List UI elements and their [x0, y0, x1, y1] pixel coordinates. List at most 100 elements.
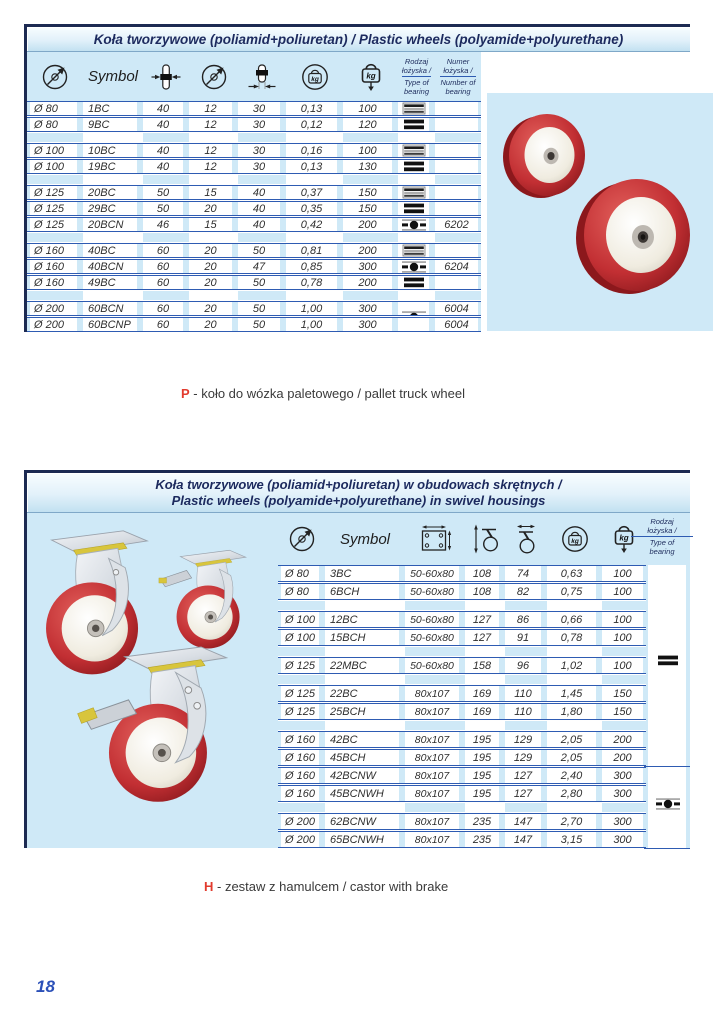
section1-title-bar: Koła tworzywowe (poliamid+poliuretan) / … [27, 27, 690, 52]
spacer-cell [547, 675, 602, 684]
load-cell: 200 [602, 732, 646, 747]
table-row: Ø 200 62BCNW 80x107 235 147 2,70 300 [278, 813, 646, 830]
spacer-cell [189, 175, 238, 184]
hub-length-icon [247, 63, 277, 90]
spacer-cell [602, 721, 646, 730]
offset-cell: 74 [505, 566, 547, 581]
spacer-cell [505, 803, 547, 812]
bearing-number-cell [435, 186, 481, 199]
table-row: Ø 160 49BC 60 20 50 0,78 200 [27, 275, 481, 290]
spacer-row [27, 133, 481, 142]
spacer-cell [465, 675, 505, 684]
bearing-number-cell [435, 276, 481, 289]
load-cell: 150 [602, 686, 646, 701]
spacer-cell [343, 133, 398, 142]
spacer-cell [278, 721, 325, 730]
weight-cell: 0,85 [286, 260, 343, 273]
plate-size-cell: 80x107 [405, 786, 465, 801]
spacer-cell [143, 291, 189, 300]
spacer-cell [278, 675, 325, 684]
section2-title-line2: Plastic wheels (polyamide+polyurethane) … [171, 492, 546, 508]
total-height-cell: 158 [465, 658, 505, 673]
bearing-type-cell [398, 102, 435, 115]
hub-cell: 40 [238, 202, 286, 215]
diameter-cell: Ø 160 [278, 786, 325, 801]
diameter-cell: Ø 80 [27, 102, 83, 115]
bore-cell: 15 [189, 186, 238, 199]
table-row: Ø 125 22BC 80x107 169 110 1,45 150 [278, 685, 646, 702]
plate-size-cell: 80x107 [405, 814, 465, 829]
weight-cell: 2,70 [547, 814, 602, 829]
spacer-cell [435, 175, 481, 184]
bore-cell: 20 [189, 260, 238, 273]
symbol-cell: 40BCN [83, 260, 143, 273]
symbol-cell: 45BCNWH [325, 786, 405, 801]
weight-cell: 0,81 [286, 244, 343, 257]
spacer-row [278, 803, 646, 812]
diameter-cell: Ø 160 [278, 750, 325, 765]
bearing-number-cell [435, 118, 481, 131]
bore-cell: 15 [189, 218, 238, 231]
spacer-cell [325, 721, 405, 730]
bore-cell: 12 [189, 144, 238, 157]
spacer-cell [27, 291, 83, 300]
spacer-cell [238, 175, 286, 184]
rail-divider-line [644, 766, 690, 767]
bearing-type-cell [398, 276, 435, 289]
symbol-cell: 22BC [325, 686, 405, 701]
spacer-cell [325, 675, 405, 684]
spacer-cell [83, 291, 143, 300]
diameter-cell: Ø 80 [278, 584, 325, 599]
spacer-cell [398, 133, 435, 142]
table-row: Ø 200 60BCNP 60 20 50 1,00 300 6004 [27, 317, 481, 332]
section2-title-line1: Koła tworzywowe (poliamid+poliuretan) w … [155, 476, 562, 492]
diameter-cell: Ø 100 [27, 160, 83, 173]
spacer-cell [602, 803, 646, 812]
symbol-cell: 25BCH [325, 704, 405, 719]
bearing-number-cell [435, 144, 481, 157]
total-height-cell: 235 [465, 814, 505, 829]
spacer-cell [189, 291, 238, 300]
page-number: 18 [36, 977, 55, 996]
spacer-cell [286, 291, 343, 300]
symbol-column-header: Symbol [87, 68, 139, 85]
weight-cell: 1,00 [286, 302, 343, 315]
weight-cell: 1,02 [547, 658, 602, 673]
spacer-cell [405, 803, 465, 812]
weight-cell: 2,05 [547, 732, 602, 747]
bearing-type-column-header: Rodzaj łożyska / Type of bearing [631, 517, 693, 556]
weight-cell: 0,78 [547, 630, 602, 645]
spacer-cell [505, 675, 547, 684]
total-height-cell: 127 [465, 630, 505, 645]
spacer-cell [189, 233, 238, 242]
roller-bearing-icon [402, 186, 425, 199]
symbol-cell: 10BC [83, 144, 143, 157]
symbol-cell: 29BC [83, 202, 143, 215]
offset-cell: 110 [505, 704, 547, 719]
diameter-cell: Ø 100 [27, 144, 83, 157]
plate-size-cell: 80x107 [405, 750, 465, 765]
bearing-type-cell [398, 260, 435, 273]
brake-note: H - zestaw z hamulcem / castor with brak… [204, 879, 448, 894]
weight-kg-icon [561, 526, 588, 552]
load-cell: 100 [602, 630, 646, 645]
wheel-diameter-icon [42, 64, 68, 89]
symbol-cell: 42BCNW [325, 768, 405, 783]
plate-size-cell: 50-60x80 [405, 630, 465, 645]
symbol-cell: 42BC [325, 732, 405, 747]
diameter-cell: Ø 160 [27, 260, 83, 273]
spacer-cell [398, 291, 435, 300]
bearing-type-cell [398, 160, 435, 173]
spacer-cell [27, 233, 83, 242]
spacer-cell [435, 233, 481, 242]
symbol-cell: 65BCNWH [325, 832, 405, 847]
weight-kg-icon [301, 63, 328, 90]
weight-cell: 2,80 [547, 786, 602, 801]
spacer-cell [435, 291, 481, 300]
weight-cell: 0,12 [286, 118, 343, 131]
symbol-cell: 1BC [83, 102, 143, 115]
plain-bearing-icon [403, 277, 424, 288]
table-row: Ø 160 42BC 80x107 195 129 2,05 200 [278, 731, 646, 748]
width-cell: 60 [143, 260, 189, 273]
wheel-width-icon [151, 63, 181, 90]
